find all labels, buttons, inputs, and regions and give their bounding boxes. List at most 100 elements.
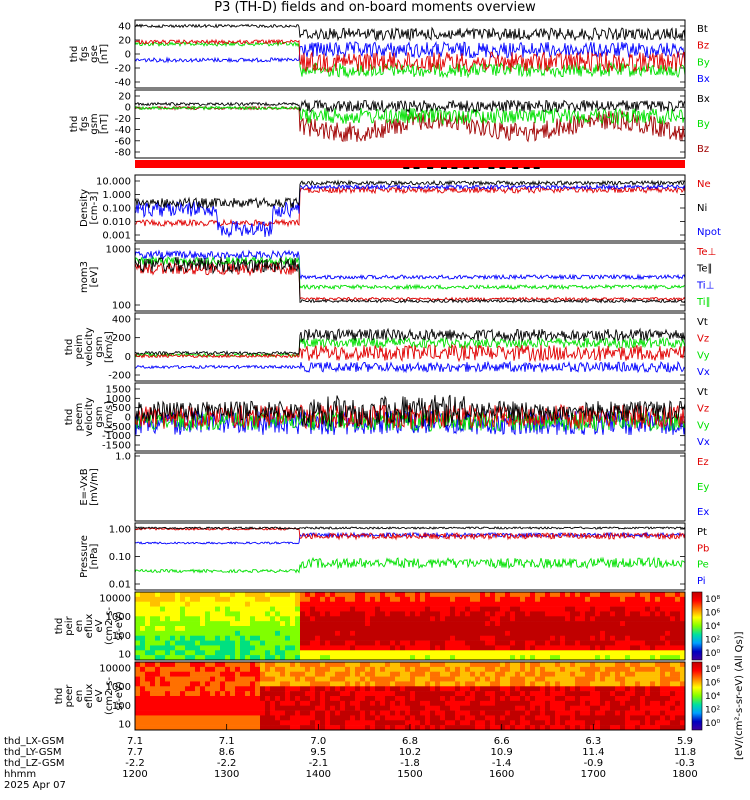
spectro-cell	[450, 606, 456, 612]
spectro-cell	[455, 681, 461, 687]
spectro-cell	[285, 696, 291, 702]
spectro-cell	[450, 691, 456, 697]
spectro-cell	[615, 601, 621, 607]
spectro-cell	[320, 650, 326, 656]
spectro-cell	[615, 725, 621, 731]
spectro-cell	[400, 606, 406, 612]
spectro-cell	[175, 686, 181, 692]
spectro-cell	[160, 596, 166, 603]
spectro-cell	[655, 710, 661, 716]
spectro-cell	[400, 621, 406, 627]
spectro-cell	[525, 655, 531, 661]
spectro-cell	[485, 592, 491, 598]
spectro-cell	[605, 666, 611, 673]
spectro-cell	[140, 686, 146, 692]
spectro-cell	[475, 715, 481, 721]
spectro-cell	[200, 606, 206, 612]
spectro-cell	[630, 715, 636, 721]
spectro-cell	[515, 621, 521, 627]
spectro-cell	[285, 691, 291, 697]
spectro-cell	[545, 715, 551, 721]
spectro-cell	[610, 630, 616, 637]
spectro-cell	[475, 705, 481, 711]
spectro-cell	[145, 655, 151, 661]
spectro-cell	[245, 686, 251, 692]
spectro-cell	[200, 616, 206, 622]
spectro-cell	[375, 720, 381, 726]
spectro-cell	[525, 676, 531, 682]
spectro-cell	[535, 671, 541, 677]
spectro-cell	[510, 630, 516, 637]
spectro-cell	[375, 691, 381, 697]
spectro-cell	[460, 640, 466, 646]
spectro-cell	[580, 705, 586, 711]
spectro-cell	[340, 691, 346, 697]
spectro-cell	[295, 626, 301, 632]
ylabel-8: [nPa]	[89, 543, 100, 569]
spectro-cell	[380, 640, 386, 646]
spectro-cell	[645, 606, 651, 612]
spectro-cell	[605, 671, 611, 677]
spectro-cell	[165, 640, 171, 646]
spectro-cell	[530, 691, 536, 697]
spectro-cell	[310, 676, 316, 682]
spectro-cell	[270, 655, 276, 661]
spectro-cell	[545, 596, 551, 603]
spectro-cell	[410, 650, 416, 656]
spectro-cell	[550, 666, 556, 673]
spectro-cell	[220, 671, 226, 677]
spectro-cell	[375, 655, 381, 661]
spectro-cell	[360, 645, 366, 651]
spectro-cell	[385, 640, 391, 646]
spectro-cell	[325, 720, 331, 726]
spectro-cell	[310, 650, 316, 656]
spectro-cell	[615, 696, 621, 702]
spectro-cell	[670, 596, 676, 603]
spectro-cell	[440, 626, 446, 632]
ytick-label: 0.100	[102, 204, 131, 215]
spectro-cell	[660, 681, 666, 687]
spectro-cell	[455, 630, 461, 637]
spectro-cell	[315, 611, 321, 617]
spectro-cell	[335, 710, 341, 716]
spectro-cell	[270, 676, 276, 682]
legend-Vy: Vy	[697, 350, 710, 361]
spectro-cell	[330, 655, 336, 661]
spectro-cell	[320, 621, 326, 627]
spectro-cell	[230, 626, 236, 632]
spectro-cell	[285, 655, 291, 661]
spectro-cell	[500, 592, 506, 598]
spectro-cell	[305, 626, 311, 632]
spectro-cell	[375, 626, 381, 632]
spectro-cell	[540, 616, 546, 622]
spectro-cell	[145, 640, 151, 646]
legend-By: By	[697, 119, 710, 130]
legend-Pe: Pe	[697, 560, 709, 571]
spectro-cell	[575, 611, 581, 617]
spectro-cell	[190, 640, 196, 646]
spectro-cell	[395, 671, 401, 677]
spectro-cell	[235, 681, 241, 687]
spectro-cell	[505, 596, 511, 603]
spectro-cell	[335, 705, 341, 711]
spectro-cell	[305, 720, 311, 726]
spectro-cell	[610, 705, 616, 711]
spectro-cell	[465, 611, 471, 617]
spectro-cell	[665, 601, 671, 607]
spectro-cell	[250, 606, 256, 612]
spectro-cell	[195, 616, 201, 622]
spectro-cell	[670, 700, 676, 707]
spectro-cell	[285, 720, 291, 726]
spectro-cell	[435, 616, 441, 622]
spectro-cell	[505, 635, 511, 641]
spectro-cell	[310, 611, 316, 617]
spectro-cell	[325, 640, 331, 646]
spectro-cell	[640, 621, 646, 627]
spectro-cell	[520, 676, 526, 682]
spectro-cell	[370, 715, 376, 721]
spectro-cell	[655, 666, 661, 673]
spectro-cell	[185, 686, 191, 692]
spectro-cell	[400, 681, 406, 687]
spectro-cell	[550, 621, 556, 627]
spectro-cell	[645, 671, 651, 677]
